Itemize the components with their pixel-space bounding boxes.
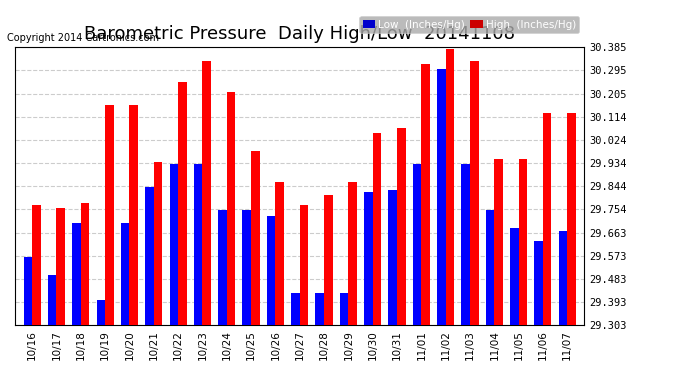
Bar (364, 192, 373, 325)
Bar (339, 292, 348, 325)
Bar (72, 223, 81, 325)
Bar (519, 159, 527, 325)
Bar (437, 69, 446, 325)
Bar (324, 195, 333, 325)
Bar (194, 164, 202, 325)
Bar (559, 231, 567, 325)
Bar (23, 256, 32, 325)
Bar (32, 205, 41, 325)
Bar (202, 62, 211, 325)
Bar (48, 274, 57, 325)
Bar (178, 82, 186, 325)
Bar (397, 128, 406, 325)
Bar (81, 203, 89, 325)
Title: Barometric Pressure  Daily High/Low  20141108: Barometric Pressure Daily High/Low 20141… (84, 25, 515, 43)
Bar (105, 105, 114, 325)
Legend: Low  (Inches/Hg), High  (Inches/Hg): Low (Inches/Hg), High (Inches/Hg) (359, 16, 579, 33)
Bar (242, 210, 251, 325)
Bar (470, 62, 478, 325)
Bar (291, 292, 299, 325)
Bar (227, 92, 235, 325)
Bar (97, 300, 105, 325)
Bar (57, 208, 65, 325)
Bar (486, 210, 494, 325)
Bar (567, 113, 576, 325)
Text: Copyright 2014 Cartronics.com: Copyright 2014 Cartronics.com (7, 33, 159, 43)
Bar (315, 292, 324, 325)
Bar (446, 49, 454, 325)
Bar (422, 64, 430, 325)
Bar (299, 205, 308, 325)
Bar (543, 113, 551, 325)
Bar (462, 164, 470, 325)
Bar (267, 216, 275, 325)
Bar (535, 241, 543, 325)
Bar (510, 228, 519, 325)
Bar (348, 182, 357, 325)
Bar (373, 134, 381, 325)
Bar (145, 188, 154, 325)
Bar (154, 162, 162, 325)
Bar (251, 152, 259, 325)
Bar (275, 182, 284, 325)
Bar (121, 223, 129, 325)
Bar (388, 190, 397, 325)
Bar (170, 164, 178, 325)
Bar (218, 210, 227, 325)
Bar (494, 159, 503, 325)
Bar (129, 105, 138, 325)
Bar (413, 164, 422, 325)
